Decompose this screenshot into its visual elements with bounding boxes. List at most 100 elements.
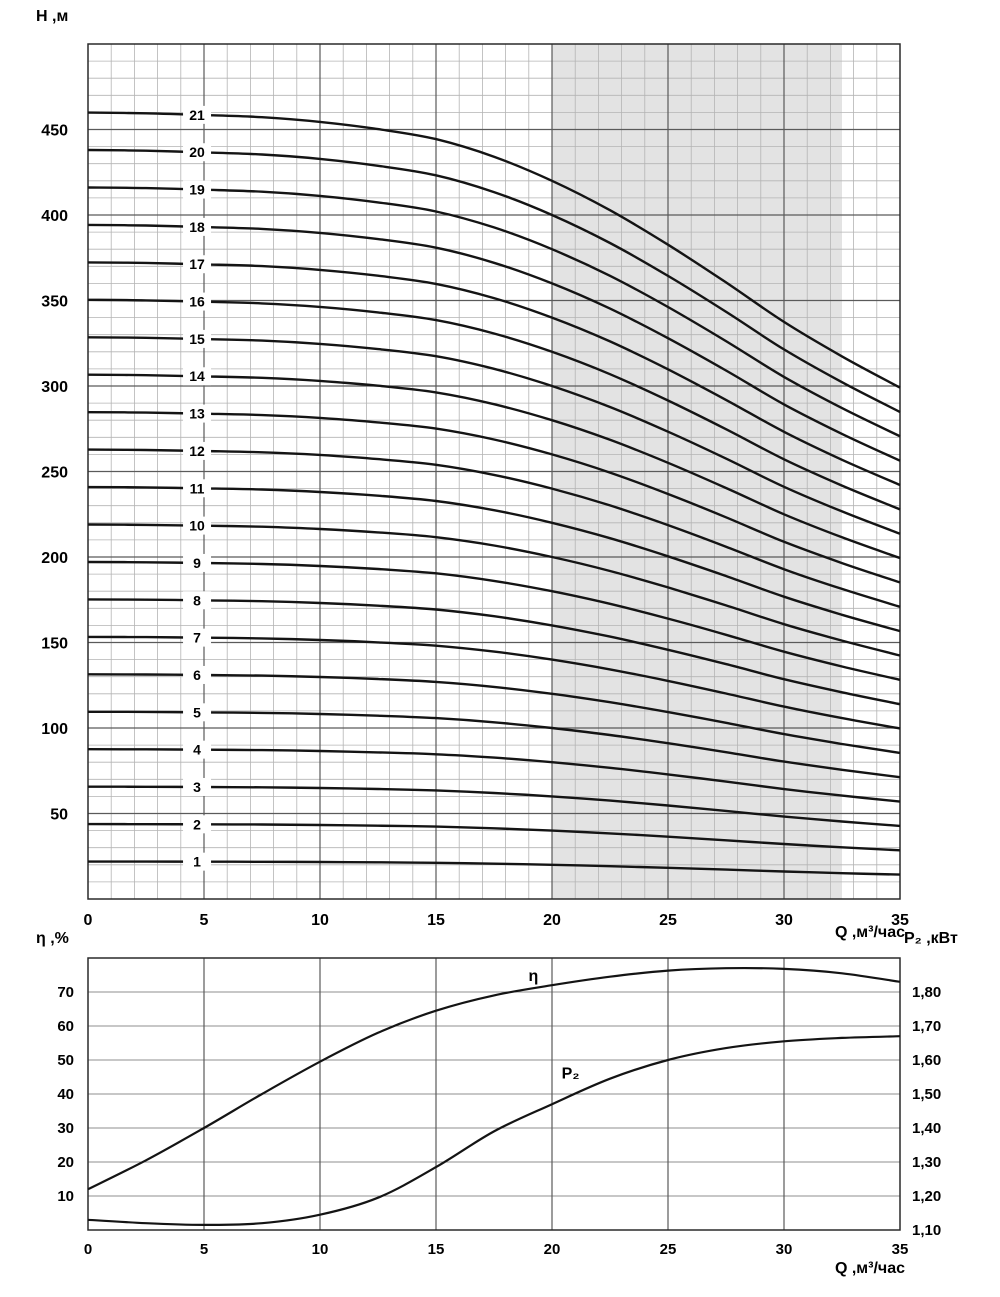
power-axis-title: P₂ ,кВт: [904, 930, 958, 947]
head-y-axis-title: H ,м: [36, 8, 69, 25]
eta-tick-label: 50: [57, 1052, 74, 1069]
x-tick-label: 35: [891, 912, 909, 929]
y-tick-label: 150: [41, 636, 68, 653]
curve-label-bg: [183, 479, 212, 498]
curve-label: 11: [190, 480, 205, 496]
curve-label: 4: [193, 742, 201, 758]
curve-label: 13: [189, 406, 205, 422]
x-tick-label: 30: [776, 1241, 793, 1258]
head-curve-14: [87, 373, 901, 560]
bottom-x-axis-title: Q ,м³/час: [834, 1260, 905, 1277]
eta-tick-label: 30: [57, 1120, 74, 1137]
head-curve-2: [87, 822, 901, 852]
curve-label-bg: [183, 329, 212, 348]
y-tick-label: 50: [50, 807, 68, 824]
x-tick-label: 15: [427, 912, 445, 929]
series-curve-eta: [87, 966, 901, 1191]
curve-label-bg: [183, 180, 212, 199]
curve-label-bg: [183, 591, 212, 610]
series-label-eta: η: [529, 968, 539, 985]
curve-label-bg: [183, 441, 212, 460]
curve-label-bg: [183, 255, 212, 274]
x-tick-label: 25: [659, 912, 677, 929]
curve-label-bg: [183, 516, 212, 535]
x-tick-label: 20: [544, 1241, 561, 1258]
curve-label: 17: [189, 256, 205, 272]
head-curve-18: [87, 223, 901, 462]
curve-label-bg: [183, 740, 212, 759]
curve-label: 2: [193, 816, 201, 832]
curve-label-bg: [183, 105, 212, 124]
head-curve-16: [87, 298, 901, 511]
eta-tick-label: 40: [57, 1086, 74, 1103]
curve-label: 21: [189, 107, 205, 123]
curve-label: 3: [193, 779, 201, 795]
curve-label: 8: [193, 592, 201, 608]
curve-label: 20: [189, 144, 205, 160]
curve-label: 19: [189, 182, 205, 198]
y-tick-label: 300: [41, 379, 68, 396]
head-curve-7: [87, 635, 901, 730]
plot-border: [87, 957, 901, 1231]
p2-tick-label: 1,50: [912, 1086, 941, 1103]
curve-label: 7: [193, 630, 201, 646]
curve-label-bg: [183, 703, 212, 722]
efficiency-axis-title: η ,%: [36, 930, 69, 947]
curve-label: 9: [193, 555, 201, 571]
y-tick-label: 350: [41, 294, 68, 311]
p2-tick-label: 1,10: [912, 1222, 941, 1239]
p2-tick-label: 1,60: [912, 1052, 941, 1069]
head-x-axis-title: Q ,м³/час: [834, 924, 905, 941]
head-curve-15: [87, 336, 901, 535]
curve-label: 12: [189, 443, 205, 459]
p2-tick-label: 1,20: [912, 1188, 941, 1205]
efficiency-power-chart: 102030405060701,101,201,301,401,501,601,…: [57, 957, 941, 1258]
eta-tick-label: 10: [57, 1188, 74, 1205]
y-tick-label: 450: [41, 123, 68, 140]
head-curve-11: [87, 485, 901, 633]
curve-label-bg: [183, 815, 212, 834]
curve-label-bg: [183, 852, 212, 871]
curve-label: 10: [189, 518, 205, 534]
x-tick-label: 15: [428, 1241, 445, 1258]
head-flow-chart: 0 5 10 15 20 25 30 3550100150200250300350400450…: [41, 43, 909, 929]
series-curve-P2: [87, 1035, 901, 1227]
y-tick-label: 250: [41, 465, 68, 482]
head-curve-21: [87, 111, 901, 389]
x-tick-label: 0: [84, 1241, 92, 1258]
eta-tick-label: 70: [57, 984, 74, 1001]
curve-label: 16: [189, 294, 205, 310]
curve-label-bg: [183, 628, 212, 647]
head-curve-9: [87, 560, 901, 681]
head-curve-1: [87, 860, 901, 876]
x-tick-label: 5: [200, 912, 209, 929]
curve-label-bg: [183, 292, 212, 311]
curve-label-bg: [183, 404, 212, 423]
head-curve-4: [87, 748, 901, 803]
curve-label: 5: [193, 704, 201, 720]
head-curve-5: [87, 710, 901, 779]
p2-tick-label: 1,40: [912, 1120, 941, 1137]
head-curve-13: [87, 411, 901, 584]
p2-tick-label: 1,70: [912, 1018, 941, 1035]
curve-label-bg: [183, 143, 212, 162]
eta-tick-label: 60: [57, 1018, 74, 1035]
x-tick-label: 0: [84, 912, 93, 929]
curve-label: 15: [189, 331, 205, 347]
x-tick-label: 5: [200, 1241, 208, 1258]
x-tick-label: 25: [660, 1241, 677, 1258]
curve-label: 1: [193, 854, 201, 870]
head-curve-17: [87, 261, 901, 487]
head-curve-10: [87, 523, 901, 657]
head-curve-19: [87, 186, 901, 438]
head-curve-3: [87, 785, 901, 828]
x-tick-label: 35: [892, 1241, 909, 1258]
head-curve-20: [87, 148, 901, 414]
plot-border: [87, 43, 901, 900]
y-tick-label: 100: [41, 721, 68, 738]
curve-label: 14: [189, 368, 205, 384]
curve-label-bg: [183, 777, 212, 796]
y-tick-label: 200: [41, 550, 68, 567]
